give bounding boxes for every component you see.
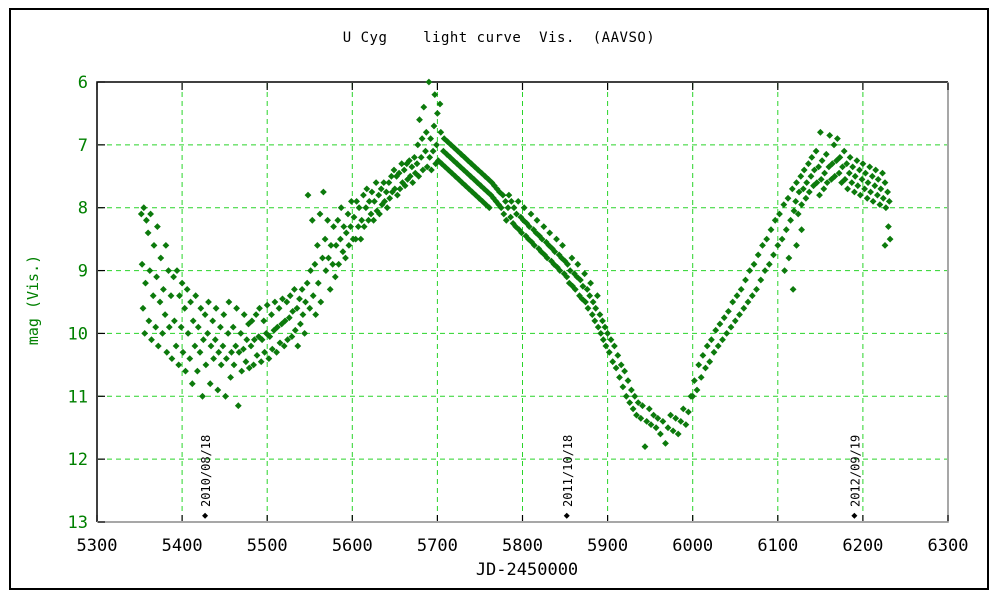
y-tick-label: 12 xyxy=(68,450,88,470)
date-marker-diamond xyxy=(563,512,570,519)
axis-ticks xyxy=(96,81,949,523)
y-tick-label: 6 xyxy=(78,73,88,93)
x-tick-labels: 5300 5400 5500 5600 5700 5800 5900 6000 6100 6200… xyxy=(77,536,969,556)
date-annotation-label: 2012/09/19 xyxy=(848,435,862,507)
chart-title: U Cyg light curve Vis. (AAVSO) xyxy=(343,30,656,46)
y-tick-label: 9 xyxy=(78,262,88,282)
date-marker-diamond xyxy=(202,512,209,519)
image-border xyxy=(9,8,989,590)
date-annotation-label: 2011/10/18 xyxy=(561,435,575,507)
x-tick-label: 6200 xyxy=(842,536,883,556)
date-annotations: 2010/08/18 2011/10/18 2012/09/19 xyxy=(199,435,862,519)
x-tick-label: 5800 xyxy=(502,536,543,556)
series-vis-points xyxy=(137,78,894,450)
gridlines xyxy=(98,83,947,521)
x-tick-label: 6000 xyxy=(672,536,713,556)
x-axis-title: JD-2450000 xyxy=(476,560,578,580)
data-points xyxy=(137,78,894,450)
y-tick-label: 10 xyxy=(68,324,88,344)
x-tick-label: 5600 xyxy=(332,536,373,556)
date-annotation-label: 2010/08/18 xyxy=(199,435,213,507)
date-marker-diamond xyxy=(851,512,858,519)
x-tick-label: 5700 xyxy=(417,536,458,556)
x-tick-label: 5500 xyxy=(247,536,288,556)
x-tick-label: 6100 xyxy=(757,536,798,556)
y-axis-title: mag (Vis.) xyxy=(24,255,42,345)
y-tick-label: 7 xyxy=(78,136,88,156)
x-tick-label: 5300 xyxy=(77,536,118,556)
plot-frame xyxy=(96,81,949,523)
y-tick-labels: 6 7 8 9 10 11 12 13 xyxy=(68,73,88,533)
y-tick-label: 11 xyxy=(68,387,88,407)
y-tick-label: 8 xyxy=(78,199,88,219)
frame-bottom-right xyxy=(97,82,949,523)
y-tick-label: 13 xyxy=(68,513,88,533)
x-tick-label: 6300 xyxy=(928,536,969,556)
frame-top-left xyxy=(96,81,948,522)
x-tick-label: 5400 xyxy=(162,536,203,556)
x-tick-label: 5900 xyxy=(587,536,628,556)
